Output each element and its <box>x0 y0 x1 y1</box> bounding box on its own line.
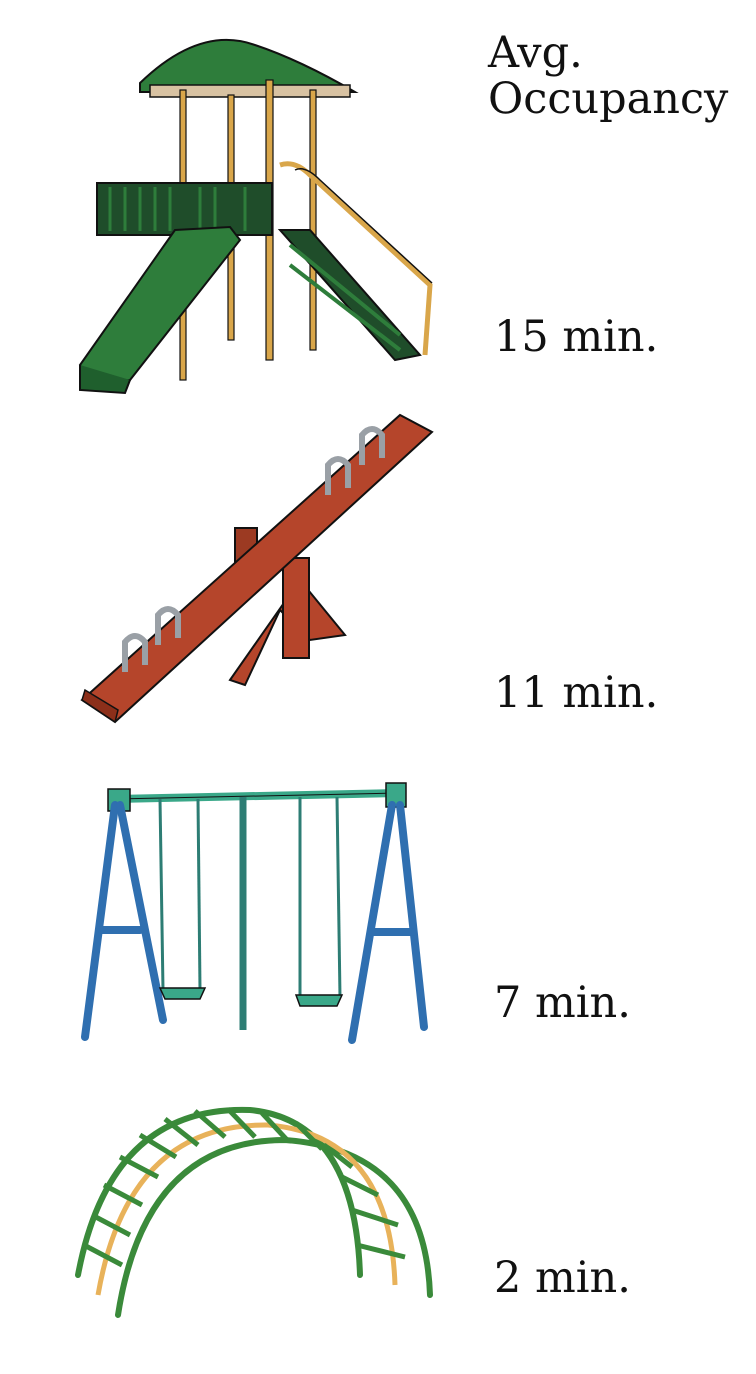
arch-climber-icon <box>75 1106 433 1318</box>
row-value-1: 15 min. <box>494 312 659 362</box>
play-structure-icon <box>78 38 433 395</box>
row-value-4: 2 min. <box>494 1253 631 1303</box>
row-value-3: 7 min. <box>494 978 631 1028</box>
column-header: Avg. Occupancy <box>488 30 728 122</box>
seesaw-icon <box>80 413 434 724</box>
header-line-2: Occupancy <box>488 74 729 124</box>
swing-set-icon <box>81 782 428 1044</box>
row-value-2: 11 min. <box>494 668 659 718</box>
header-line-1: Avg. <box>488 28 583 78</box>
